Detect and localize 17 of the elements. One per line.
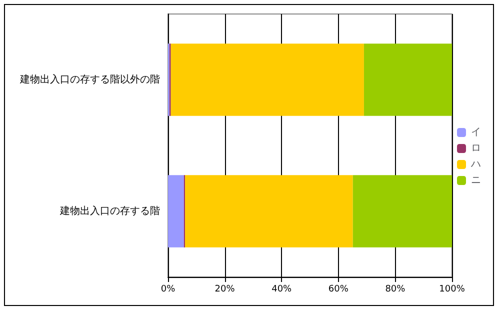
bar <box>352 175 452 248</box>
bar <box>170 44 364 116</box>
x-tick-label: 80% <box>385 284 406 294</box>
x-tick-label: 100% <box>439 284 466 294</box>
legend-label: ロ <box>471 143 481 154</box>
x-tick-label: 0% <box>160 284 176 294</box>
x-tick-label: 20% <box>214 284 236 294</box>
bar <box>168 175 184 248</box>
x-tick-label: 60% <box>328 284 349 294</box>
legend-label: ハ <box>470 159 481 170</box>
legend-label: ニ <box>471 175 481 186</box>
y-tick-label: 建物出入口の存する階 <box>59 204 160 217</box>
bar <box>185 175 353 248</box>
y-tick-label: 建物出入口の存する階以外の階 <box>19 73 160 86</box>
bar <box>364 44 452 116</box>
x-tick-label: 40% <box>272 284 292 294</box>
legend-label: イ <box>471 127 481 138</box>
